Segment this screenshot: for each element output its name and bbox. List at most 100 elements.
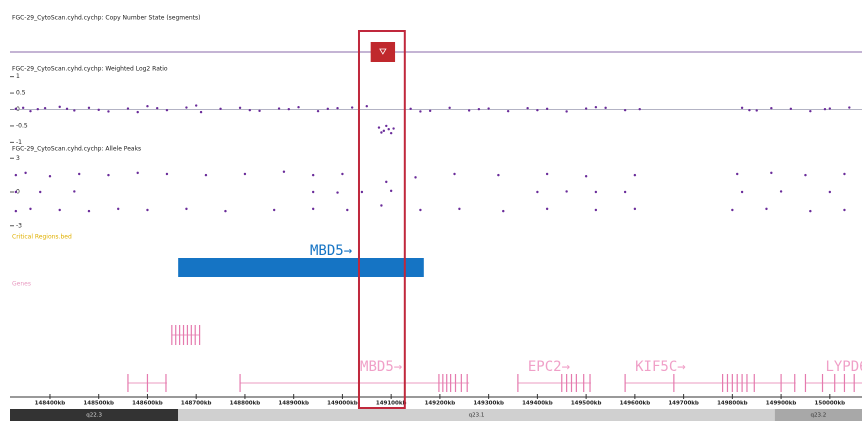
data-point (29, 109, 32, 113)
data-point (843, 172, 846, 176)
data-point (126, 107, 130, 110)
y-tick-label: -1 (16, 139, 22, 146)
data-point (392, 127, 395, 130)
data-point (755, 109, 758, 112)
x-tick-label: 149400kb (522, 401, 553, 407)
data-point (594, 190, 598, 194)
data-point (731, 208, 734, 212)
data-point (377, 126, 381, 129)
data-point (414, 176, 417, 179)
cn-marker (379, 48, 387, 55)
data-point (39, 190, 42, 194)
cn-segment (370, 42, 396, 62)
data-point (389, 131, 393, 135)
x-tick-label: 149900kb (766, 401, 797, 407)
log2-label: FGC-29_CytoScan.cyhd.cychp: Weighted Log… (12, 66, 168, 73)
data-point (346, 208, 349, 212)
allele-label: FGC-29_CytoScan.cyhd.cychp: Allele Peaks (12, 146, 141, 153)
data-point (387, 128, 390, 131)
data-point (740, 190, 744, 194)
y-tick-label: 1 (16, 73, 20, 80)
data-point (497, 173, 500, 177)
data-point (282, 170, 286, 173)
data-point (146, 208, 149, 212)
chrom-band (178, 409, 775, 421)
data-point (638, 107, 641, 111)
data-point (311, 190, 315, 194)
data-point (740, 106, 744, 110)
data-point (350, 106, 354, 109)
data-point (185, 207, 188, 211)
data-point (389, 189, 393, 193)
data-point (146, 105, 149, 108)
data-point (545, 207, 549, 211)
data-point (419, 110, 422, 113)
y-tick-label: -3 (16, 222, 22, 229)
data-point (48, 175, 52, 178)
data-point (843, 208, 846, 212)
data-point (185, 106, 188, 109)
data-point (458, 207, 461, 211)
data-point (336, 106, 339, 110)
data-point (584, 107, 588, 110)
data-point (779, 190, 783, 193)
chrom-band (774, 409, 862, 421)
x-tick-label: 148600kb (132, 401, 163, 407)
data-point (219, 107, 222, 111)
data-point (277, 107, 281, 110)
data-point (584, 175, 588, 178)
data-point (165, 108, 169, 112)
data-point (604, 106, 607, 110)
data-point (365, 105, 368, 108)
data-point (73, 190, 76, 193)
data-point (29, 207, 32, 211)
data-point (194, 104, 198, 107)
data-point (623, 108, 627, 112)
x-tick-label: 149200kb (425, 401, 456, 407)
data-point (848, 106, 851, 109)
data-point (789, 107, 793, 111)
data-point (258, 109, 261, 113)
data-point (14, 173, 18, 177)
data-point (545, 107, 549, 111)
data-point (14, 209, 18, 213)
data-point (385, 180, 388, 184)
data-point (804, 173, 807, 177)
data-point (487, 107, 490, 110)
data-point (78, 172, 81, 176)
x-tick-label: 148400kb (35, 401, 66, 407)
x-tick-label: 149700kb (668, 401, 699, 407)
critical-region-name: MBD5→ (310, 243, 352, 259)
critical-region (178, 258, 424, 277)
data-point (272, 208, 276, 212)
y-tick-label: 3 (16, 155, 20, 162)
data-point (204, 173, 208, 177)
data-point (385, 124, 388, 128)
data-point (155, 106, 159, 110)
data-point (14, 190, 18, 194)
data-point (748, 108, 751, 112)
data-point (380, 131, 383, 134)
data-point (770, 171, 773, 175)
data-point (467, 109, 471, 112)
data-point (165, 172, 169, 176)
gene-name: LYPD6B→ (825, 359, 862, 375)
data-point (736, 172, 739, 176)
x-tick-label: 149100kb (376, 401, 407, 407)
data-point (594, 106, 598, 109)
data-point (58, 208, 61, 212)
data-point (117, 207, 120, 211)
data-point (107, 173, 110, 177)
data-point (287, 107, 291, 111)
selection-box (357, 30, 406, 409)
data-point (97, 108, 100, 112)
data-point (382, 129, 386, 133)
data-point (409, 107, 412, 111)
data-point (536, 108, 539, 112)
data-point (136, 171, 139, 175)
data-point (828, 107, 832, 110)
data-point (238, 106, 242, 110)
data-point (297, 106, 300, 109)
